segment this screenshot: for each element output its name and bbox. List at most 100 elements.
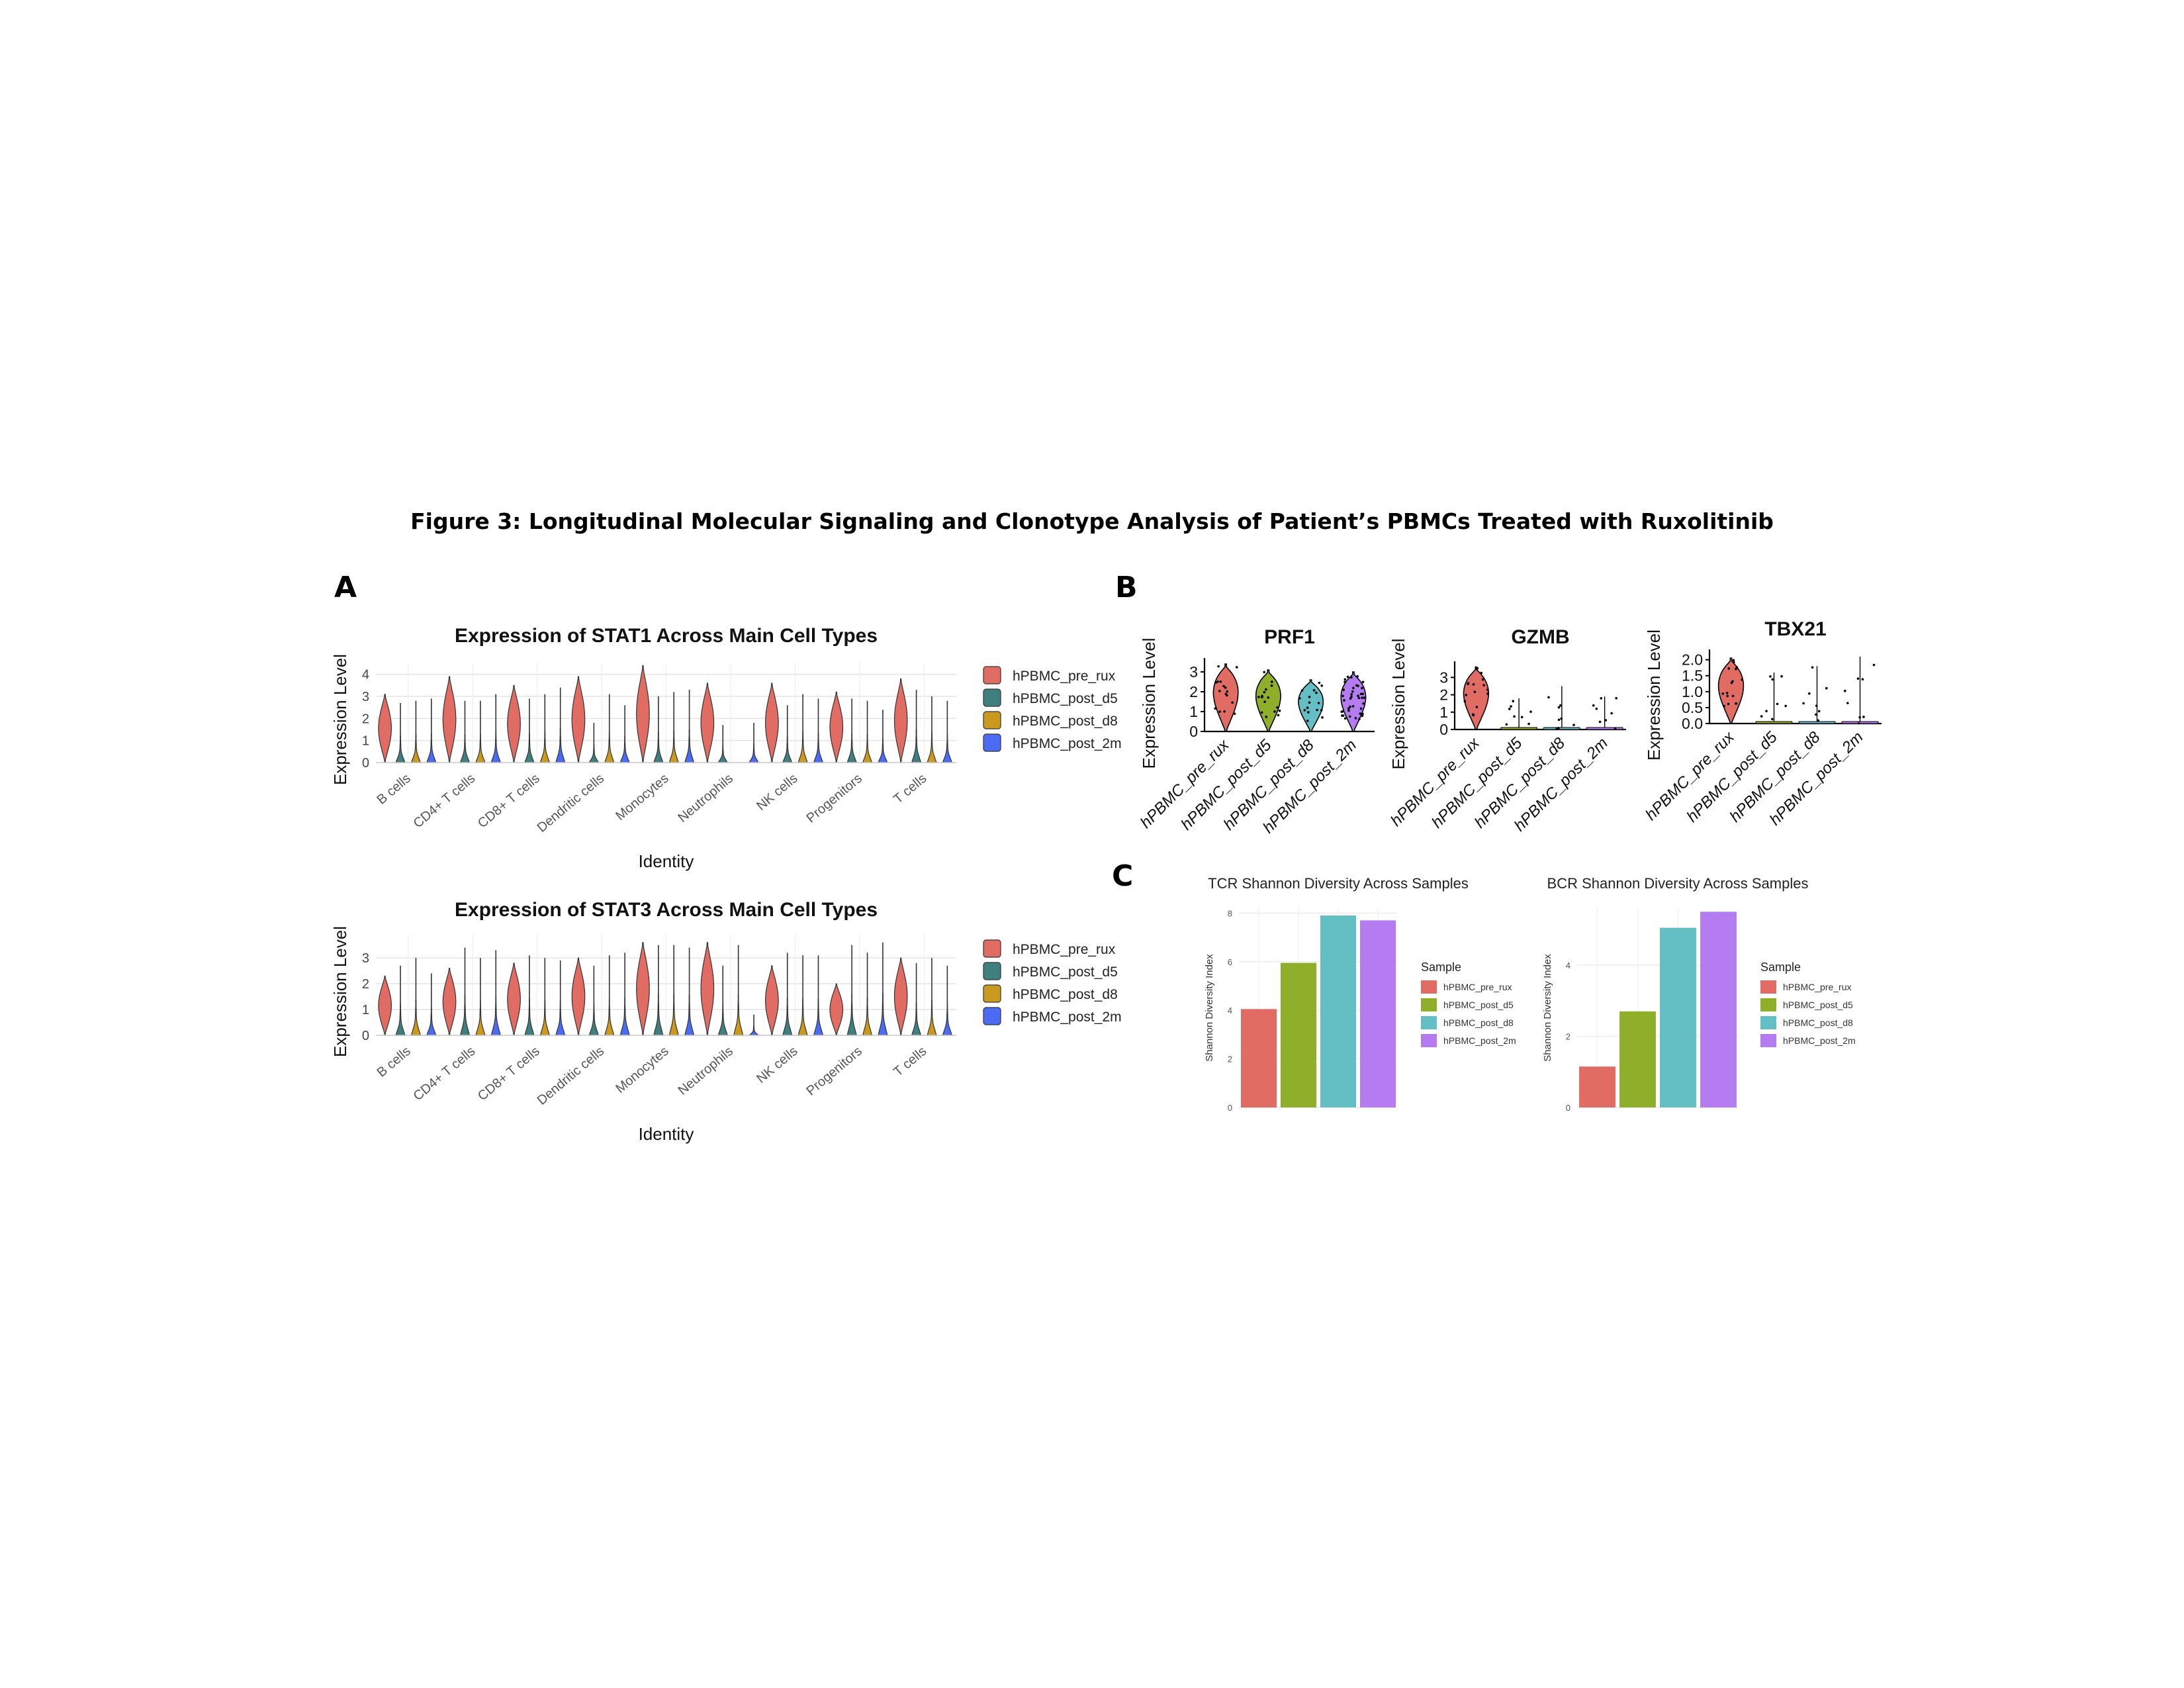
stat3-xtick-label: B cells [375,1044,414,1080]
prf1-point [1354,717,1357,720]
stat3-xtick-label: NK cells [754,1044,800,1086]
stat3-xtick-label: T cells [891,1044,929,1080]
stat1-violin [524,733,535,763]
stat1-violin [668,730,679,763]
gzmb-ytick-label: 1 [1439,704,1448,721]
stat3-violin [475,1000,486,1036]
stat3-violin [764,965,779,1036]
bcr-legend-label: hPBMC_pre_rux [1783,982,1852,992]
gzmb-point [1520,716,1524,719]
stat1-ytick-label: 0 [362,756,369,771]
prf1-point [1276,706,1279,709]
prf1-point [1351,690,1354,693]
stat3-legend-label: hPBMC_post_d8 [1013,987,1118,1002]
stat3-violin [846,994,857,1036]
stat1-violin [555,728,566,763]
stat1-ytick-label: 4 [362,668,369,682]
prf1-point [1346,675,1349,679]
tcr-ytick-label: 8 [1228,908,1232,918]
bcr-legend-label: hPBMC_post_d5 [1783,1000,1853,1010]
gzmb-ytick-label: 2 [1439,686,1448,704]
stat3-violin [927,1000,937,1036]
gzmb-ylabel: Expression Level [1388,639,1408,770]
tbx21-point [1741,678,1743,681]
stat1-violin [684,729,695,763]
prf1-point [1226,690,1229,693]
prf1-point [1357,694,1359,697]
gzmb-point [1598,720,1602,724]
bcr-bar [1579,1066,1615,1107]
panel-label-b: B [1115,571,1138,604]
prf1-point [1347,709,1350,712]
tcr-ytick-label: 2 [1228,1055,1232,1064]
tbx21-point [1735,702,1737,705]
stat3-chart: Expression of STAT3 Across Main Cell Typ… [330,899,1122,1144]
stat3-legend-swatch [983,984,1001,1003]
stat1-violin [636,665,650,763]
stat3-violin [878,993,888,1036]
stat3-legend-label: hPBMC_post_2m [1013,1009,1122,1025]
prf1-title: PRF1 [1264,626,1315,648]
gzmb-point [1463,700,1467,703]
tbx21-point [1760,715,1763,718]
gzmb-ytick-label: 3 [1439,669,1448,686]
gzmb-point [1472,683,1475,686]
prf1-point [1342,694,1344,698]
prf1-point [1257,696,1260,698]
gzmb-point [1592,704,1595,707]
stat3-violin [782,998,793,1036]
stat3-violin [524,999,535,1036]
tcr-legend-label: hPBMC_post_2m [1443,1035,1516,1046]
tbx21-violin [1717,657,1745,724]
gzmb-point [1547,696,1550,699]
stat3-legend-swatch [983,939,1001,958]
stat1-violin [700,682,715,763]
stat1-violin [619,736,630,763]
tbx21-point [1731,694,1735,698]
stat3-xtick-label: CD4+ T cells [411,1044,478,1103]
prf1-point [1263,690,1266,694]
panel-label-a: A [334,571,357,604]
tbx21-violin [1755,721,1793,724]
stat3-legend-label: hPBMC_pre_rux [1013,942,1116,957]
prf1-point [1267,696,1270,699]
gzmb-point [1505,723,1508,726]
prf1-point [1226,694,1228,697]
prf1-ytick-label: 0 [1189,723,1198,740]
bcr-legend-title: Sample [1760,961,1801,974]
tcr-legend-swatch [1421,998,1437,1011]
prf1-violin [1255,669,1281,732]
tcr-legend-label: hPBMC_pre_rux [1443,982,1512,992]
stat1-violin [911,729,922,763]
gzmb-point [1560,717,1563,720]
stat3-ytick-label: 2 [362,977,369,992]
prf1-point [1351,705,1355,708]
tbx21-point [1771,718,1774,721]
stat1-legend-label: hPBMC_post_d5 [1013,691,1118,706]
tbx21-point [1771,678,1774,681]
gzmb-point [1482,684,1485,686]
stat3-violin [829,983,844,1036]
stat3-legend-label: hPBMC_post_d5 [1013,964,1118,980]
gzmb-point [1467,682,1470,684]
stat3-violin [490,996,501,1036]
prf1-point [1233,712,1236,715]
stat1-ytick-label: 1 [362,734,369,749]
prf1-point [1308,701,1311,704]
tcr-title: TCR Shannon Diversity Across Samples [1208,875,1469,892]
tbx21-point [1726,694,1729,698]
gzmb-violin [1543,727,1580,730]
prf1-violin [1340,671,1367,732]
prf1-point [1300,689,1304,692]
gzmb-point [1604,719,1608,722]
stat1-chart: Expression of STAT1 Across Main Cell Typ… [330,625,1122,871]
tbx21-point [1784,704,1787,708]
tcr-bar [1241,1009,1277,1107]
bcr-legend-swatch [1760,1034,1776,1047]
prf1-point [1349,705,1351,708]
stat3-ytick-label: 0 [362,1029,369,1043]
prf1-point [1349,697,1352,700]
prf1-point [1231,701,1234,704]
stat3-legend-swatch [983,962,1001,980]
